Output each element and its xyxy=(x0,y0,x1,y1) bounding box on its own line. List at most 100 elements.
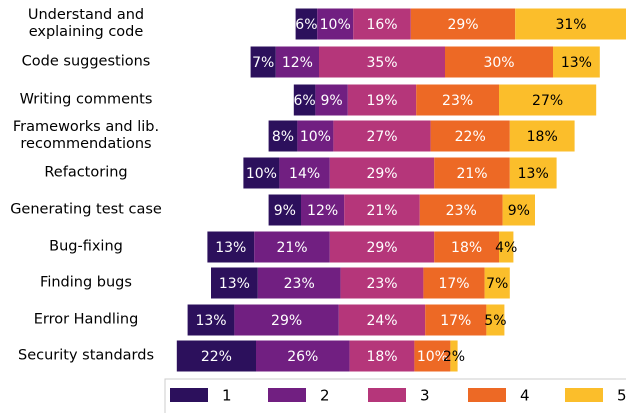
bar-segment xyxy=(254,231,330,263)
value-label: 10% xyxy=(320,17,351,33)
category-label: Security standards xyxy=(17,347,155,364)
category-label: Understand and explaining code xyxy=(27,7,145,40)
value-label: 18% xyxy=(527,129,558,145)
value-label: 23% xyxy=(442,93,473,109)
bar-segment xyxy=(430,120,510,152)
bar-segment xyxy=(338,304,426,336)
value-label: 30% xyxy=(483,55,514,71)
value-label: 17% xyxy=(438,276,469,292)
bar-segment xyxy=(416,84,499,116)
value-label: 29% xyxy=(366,166,397,182)
legend-label: 2 xyxy=(320,387,330,405)
category-label: Code suggestions xyxy=(21,53,151,70)
value-label: 9% xyxy=(320,93,342,109)
bar-segment xyxy=(553,46,600,78)
value-label: 13% xyxy=(219,276,250,292)
bar-segment xyxy=(319,46,445,78)
bar-segment xyxy=(211,267,258,299)
value-label: 2% xyxy=(443,349,465,365)
legend-swatch xyxy=(268,388,306,402)
bar-segment xyxy=(423,267,485,299)
value-label: 27% xyxy=(532,93,563,109)
bar-segment xyxy=(425,304,487,336)
value-label: 24% xyxy=(366,313,397,329)
value-label: 22% xyxy=(455,129,486,145)
value-label: 7% xyxy=(486,276,508,292)
value-label: 8% xyxy=(272,129,294,145)
bar-segment xyxy=(257,267,341,299)
bar-segment xyxy=(414,340,451,372)
value-label: 13% xyxy=(195,313,226,329)
bar-segment xyxy=(243,157,280,189)
value-label: 9% xyxy=(274,203,296,219)
value-label: 12% xyxy=(282,55,313,71)
bar-segment xyxy=(349,340,415,372)
bar-segment xyxy=(333,120,431,152)
legend-swatch xyxy=(170,388,208,402)
bar-segment xyxy=(410,8,516,40)
bar-segment xyxy=(268,194,301,226)
legend-swatch xyxy=(565,388,603,402)
legend-swatch xyxy=(368,388,406,402)
bar-segment xyxy=(293,84,316,116)
value-label: 16% xyxy=(366,17,397,33)
bar-segment xyxy=(515,8,626,40)
bar-segment xyxy=(344,194,420,226)
bar-segment xyxy=(486,304,505,336)
value-label: 23% xyxy=(284,276,315,292)
value-label: 35% xyxy=(366,55,397,71)
value-label: 10% xyxy=(417,349,448,365)
value-label: 4% xyxy=(495,240,517,256)
value-label: 21% xyxy=(276,240,307,256)
value-label: 6% xyxy=(293,93,315,109)
value-label: 9% xyxy=(508,203,530,219)
value-label: 5% xyxy=(484,313,506,329)
value-label: 13% xyxy=(561,55,592,71)
bar-segment xyxy=(250,46,276,78)
bar-segment xyxy=(279,157,330,189)
legend-swatch xyxy=(468,388,506,402)
bar-segment xyxy=(434,157,510,189)
value-label: 18% xyxy=(366,349,397,365)
value-label: 31% xyxy=(555,17,586,33)
value-label: 7% xyxy=(252,55,274,71)
category-label: Error Handling xyxy=(33,311,139,328)
category-label: Frameworks and lib. recommendations xyxy=(12,119,160,152)
value-label: 10% xyxy=(300,129,331,145)
bar-segment xyxy=(176,340,256,372)
value-label: 17% xyxy=(440,313,471,329)
category-label: Finding bugs xyxy=(40,274,132,291)
value-label: 26% xyxy=(287,349,318,365)
value-label: 14% xyxy=(289,166,320,182)
legend-label: 1 xyxy=(222,387,232,405)
value-label: 21% xyxy=(366,203,397,219)
value-label: 22% xyxy=(201,349,232,365)
value-label: 23% xyxy=(446,203,477,219)
bar-segment xyxy=(499,231,514,263)
value-label: 27% xyxy=(366,129,397,145)
bar-segment xyxy=(268,120,298,152)
value-label: 29% xyxy=(271,313,302,329)
value-label: 18% xyxy=(451,240,482,256)
bar-segment xyxy=(256,340,350,372)
bar-segment xyxy=(419,194,503,226)
bar-segment xyxy=(207,231,255,263)
value-label: 29% xyxy=(447,17,478,33)
bar-segment xyxy=(353,8,411,40)
legend-label: 5 xyxy=(617,387,626,405)
bar-segment xyxy=(484,267,510,299)
value-label: 19% xyxy=(366,93,397,109)
bar-segment xyxy=(234,304,339,336)
bar-segment xyxy=(317,8,354,40)
bar-segment xyxy=(347,84,417,116)
bar-segment xyxy=(187,304,235,336)
bar-segment xyxy=(297,120,334,152)
bar-segment xyxy=(329,157,435,189)
value-label: 23% xyxy=(366,276,397,292)
bar-segment xyxy=(315,84,348,116)
bar-segment xyxy=(509,157,557,189)
value-label: 13% xyxy=(215,240,246,256)
bar-segment xyxy=(329,231,435,263)
